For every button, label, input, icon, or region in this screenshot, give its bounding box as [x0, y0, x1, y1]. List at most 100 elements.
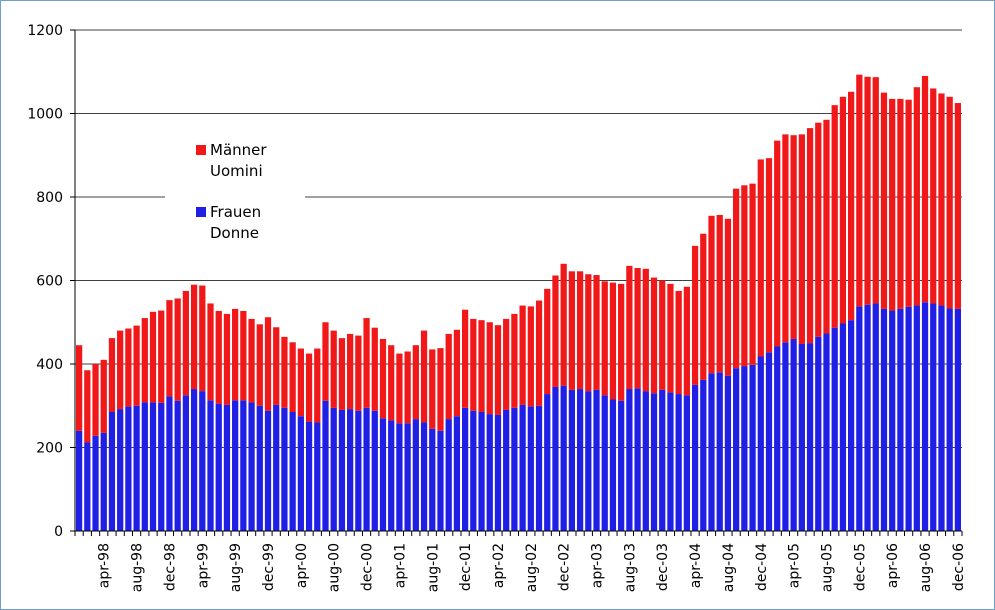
bar-segment [486, 322, 493, 415]
bar-segment [100, 359, 107, 433]
bar-segment [576, 271, 584, 390]
bar-segment [806, 128, 814, 344]
bar-segment [683, 286, 690, 396]
bar-segment [388, 345, 395, 421]
bar-segment [445, 419, 452, 531]
bar-segment [765, 352, 773, 531]
bar-segment [749, 183, 756, 365]
bar-segment [782, 342, 789, 531]
bar-segment [782, 134, 789, 343]
bar-segment [634, 267, 641, 389]
bar-segment [256, 324, 263, 406]
x-tick-label: dec-04 [754, 543, 770, 591]
bar-segment [798, 134, 805, 344]
bar-segment [314, 422, 321, 531]
bar-segment [659, 389, 666, 531]
bar-segment [92, 435, 99, 531]
bar-segment [289, 342, 296, 413]
x-tick-label: dec-99 [261, 543, 277, 591]
bar-segment [437, 348, 444, 431]
bar-segment [166, 300, 173, 397]
bar-segment [511, 407, 518, 531]
bar-segment [125, 406, 132, 531]
bar-segment [199, 285, 206, 392]
bar-segment [650, 277, 658, 394]
bar-segment [897, 308, 904, 531]
bar-segment [355, 335, 362, 411]
bar-segment [733, 368, 740, 531]
bar-segment [544, 288, 551, 395]
bar-segment [84, 370, 91, 443]
x-tick-label: dec-00 [360, 543, 376, 591]
bar-segment [232, 400, 239, 531]
bar-segment [642, 391, 649, 531]
bar-segment [757, 159, 764, 357]
bar-segment [494, 414, 502, 531]
x-tick-label: apr-99 [195, 543, 211, 588]
bar-segment [527, 306, 534, 407]
bar-segment [84, 442, 91, 531]
bar-segment [503, 318, 510, 410]
bar-segment [848, 320, 855, 531]
bar-segment [831, 327, 838, 531]
bar-segment [330, 330, 337, 408]
x-tick-label: dec-02 [557, 543, 573, 591]
bar-segment [133, 405, 140, 531]
bar-segment [240, 400, 247, 531]
x-tick-label: aug-04 [721, 543, 737, 592]
bar-segment [831, 105, 838, 328]
bar-segment [437, 430, 444, 531]
bar-segment [412, 419, 419, 531]
bar-segment [289, 412, 296, 531]
bar-segment [371, 410, 378, 531]
bar-segment [848, 91, 855, 321]
y-tick-label: 600 [36, 274, 63, 290]
bar-segment [642, 268, 649, 392]
bar-segment [806, 343, 814, 531]
bar-segment [429, 349, 436, 429]
bar-segment [182, 290, 189, 396]
x-tick-label: apr-06 [885, 543, 901, 588]
bar-segment [946, 96, 953, 309]
bar-segment [765, 158, 773, 353]
bar-segment [240, 310, 247, 401]
bar-segment [158, 402, 165, 531]
bar-segment [470, 410, 477, 531]
bar-segment [683, 395, 690, 531]
bar-segment [207, 400, 214, 531]
bar-segment [839, 96, 847, 324]
bar-segment [700, 379, 707, 531]
bar-segment [667, 392, 674, 531]
bar-segment [117, 330, 124, 410]
bar-segment [839, 323, 847, 531]
bar-segment [379, 338, 387, 419]
bar-segment [248, 402, 255, 531]
bar-segment [207, 303, 214, 401]
y-tick-label: 0 [54, 524, 63, 540]
bar-segment [618, 400, 625, 531]
bar-segment [519, 305, 526, 405]
bar-segment [141, 318, 148, 403]
bar-segment [125, 328, 132, 407]
bar-segment [576, 389, 584, 531]
bar-segment [453, 329, 461, 417]
bar-segment [864, 304, 871, 531]
bar-segment [273, 404, 280, 531]
x-tick-label: aug-00 [327, 543, 343, 592]
bar-segment [634, 388, 641, 531]
bar-segment [338, 409, 346, 531]
bar-segment [626, 389, 633, 531]
legend-background [165, 135, 305, 255]
bar-segment [494, 325, 502, 415]
y-tick-label: 1000 [27, 107, 63, 123]
x-tick-label: aug-98 [130, 543, 146, 592]
x-tick-label: apr-03 [590, 543, 606, 588]
bar-segment [921, 75, 929, 303]
bar-segment [404, 423, 411, 531]
bar-segment [461, 309, 469, 408]
bar-segment [486, 414, 493, 531]
bar-segment [601, 281, 608, 396]
x-tick-label: dec-98 [162, 543, 178, 591]
bar-segment [503, 409, 510, 531]
bar-segment [149, 402, 157, 531]
